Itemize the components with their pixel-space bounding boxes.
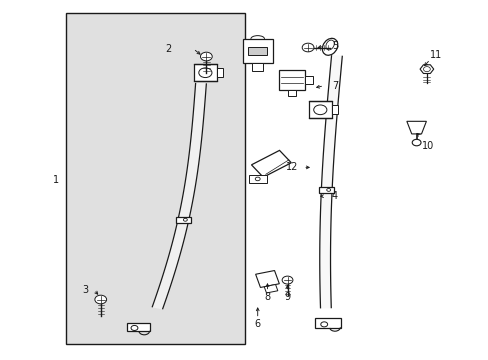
Circle shape [302,43,313,52]
Polygon shape [152,84,206,309]
Polygon shape [255,270,279,288]
Bar [193,64,217,81]
Polygon shape [406,121,426,134]
Bar [252,63,263,71]
Text: 1: 1 [53,175,59,185]
Bar [319,187,333,193]
Bar [176,217,190,222]
Circle shape [95,295,106,304]
Bar [248,47,266,55]
Ellipse shape [322,38,337,55]
Polygon shape [251,150,291,177]
Bar [331,105,337,114]
Text: 3: 3 [82,285,88,295]
Circle shape [200,52,212,61]
Bar [248,175,266,183]
Circle shape [411,139,420,146]
Bar [315,318,340,328]
Polygon shape [264,284,277,293]
Text: 4: 4 [331,191,337,201]
Bar [217,68,223,77]
Text: 12: 12 [285,162,298,172]
Bar [126,323,150,331]
Text: 5: 5 [331,41,337,51]
Bar [279,70,304,90]
Bar [308,101,331,118]
Bar [287,90,296,96]
Text: 8: 8 [264,292,270,302]
Bar [304,76,313,84]
Text: 2: 2 [165,44,171,54]
Text: 7: 7 [331,81,337,91]
Bar [242,39,272,63]
Text: 6: 6 [254,319,260,329]
Text: 9: 9 [284,292,290,302]
Text: 10: 10 [421,141,433,151]
Polygon shape [319,56,342,308]
Bar [66,13,244,344]
Circle shape [282,276,292,284]
Polygon shape [419,65,433,73]
Text: 11: 11 [429,50,442,60]
